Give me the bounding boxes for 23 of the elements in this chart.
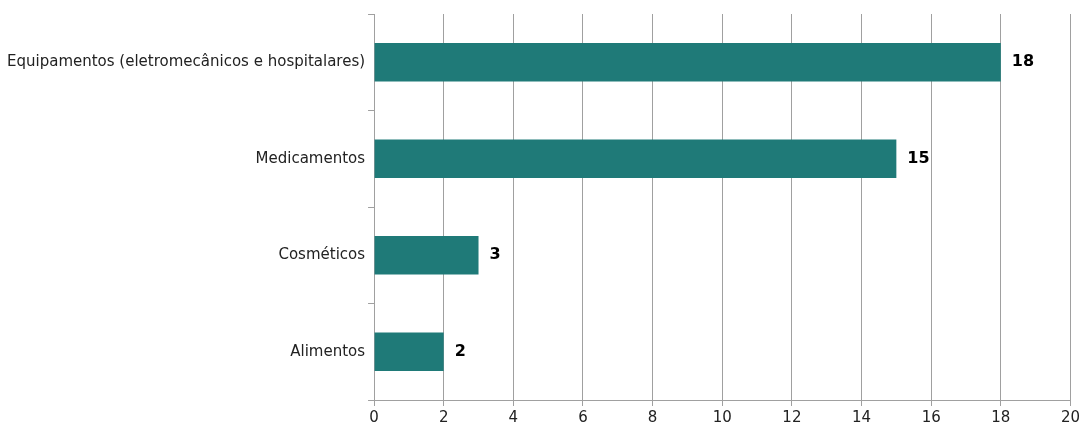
y-tick-label: Cosméticos — [278, 245, 366, 264]
x-tick-label: 6 — [578, 407, 588, 426]
x-tick-label: 8 — [647, 407, 658, 426]
bar — [374, 139, 897, 179]
x-tick-label: 4 — [508, 407, 519, 426]
y-tick-label: Medicamentos — [255, 148, 366, 167]
data-label: 2 — [454, 340, 466, 360]
y-tick-label: Equipamentos (eletromecânicos e hospitalares) — [7, 52, 366, 71]
bar — [374, 332, 444, 372]
x-tick-label: 18 — [991, 407, 1011, 426]
x-tick-label: 10 — [712, 407, 732, 426]
x-tick-label: 0 — [369, 407, 379, 426]
data-label: 18 — [1011, 51, 1035, 71]
x-tick-label: 2 — [438, 407, 449, 426]
x-tick-label: 16 — [921, 407, 941, 426]
x-tick-label: 12 — [782, 407, 802, 426]
bar — [374, 235, 479, 275]
x-tick-label: 20 — [1060, 407, 1080, 426]
data-label: 15 — [907, 147, 930, 167]
bar — [374, 42, 1001, 82]
x-tick-label: 14 — [851, 407, 872, 426]
data-label: 3 — [489, 244, 501, 264]
y-tick-label: Alimentos — [290, 341, 366, 360]
